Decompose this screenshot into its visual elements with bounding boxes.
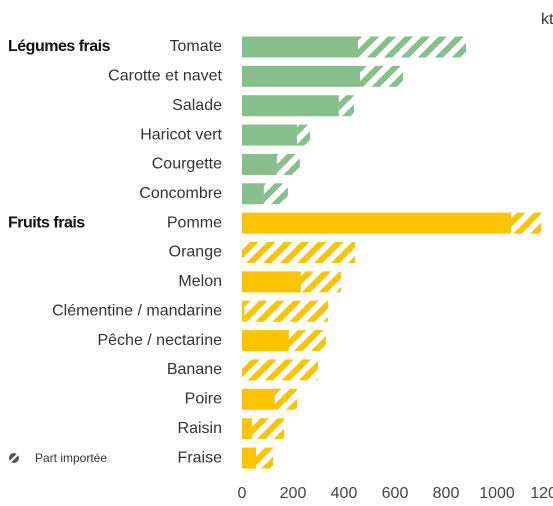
- category-label: Poire: [185, 391, 222, 408]
- bar-imported: [300, 271, 341, 293]
- category-label: Fraise: [178, 449, 223, 466]
- unit-label: kt: [541, 11, 553, 28]
- bar-imported: [276, 153, 300, 175]
- category-label: Clémentine / mandarine: [52, 302, 222, 319]
- bar-domestic: [242, 447, 257, 469]
- category-label: Melon: [178, 273, 222, 290]
- bar-imported: [297, 124, 311, 146]
- bar-domestic: [242, 212, 512, 234]
- bar-domestic: [242, 124, 298, 146]
- bar-domestic: [242, 65, 361, 87]
- legend-label: Part importée: [35, 451, 107, 465]
- bar-domestic: [242, 330, 289, 352]
- bar-imported: [256, 447, 274, 469]
- category-label: Concombre: [139, 185, 222, 202]
- legend-icon-stripe: [9, 453, 19, 463]
- bar-imported: [288, 330, 326, 352]
- category-label: Banane: [167, 361, 222, 378]
- bar-imported: [242, 242, 355, 264]
- category-label: Orange: [169, 244, 222, 261]
- bar-domestic: [242, 183, 264, 205]
- x-tick-label: 600: [382, 485, 409, 502]
- bar-domestic: [242, 271, 301, 293]
- bar-domestic: [242, 418, 252, 440]
- category-label: Pêche / nectarine: [97, 332, 222, 349]
- bar-imported: [338, 95, 354, 117]
- category-label: Pomme: [167, 214, 222, 231]
- bar-domestic: [242, 36, 359, 58]
- category-label: Haricot vert: [140, 126, 222, 143]
- x-tick-label: 200: [280, 485, 307, 502]
- x-tick-label: 400: [331, 485, 358, 502]
- bar-imported: [274, 388, 298, 410]
- bar-imported: [263, 183, 288, 205]
- bar-imported: [242, 359, 318, 381]
- category-label: Raisin: [178, 420, 222, 437]
- x-tick-label: 800: [433, 485, 460, 502]
- bar-imported: [360, 65, 403, 87]
- bar-domestic: [242, 300, 245, 322]
- x-tick-label: 1000: [479, 485, 515, 502]
- category-label: Courgette: [152, 156, 222, 173]
- bar-domestic: [242, 95, 339, 117]
- category-label: Tomate: [170, 38, 223, 55]
- bar-domestic: [242, 388, 275, 410]
- bar-imported: [511, 212, 542, 234]
- legend: Part importée: [9, 451, 107, 465]
- group-label: Fruits frais: [8, 214, 85, 231]
- bar-imported: [358, 36, 467, 58]
- x-tick-label: 0: [238, 485, 247, 502]
- category-label: Salade: [172, 97, 222, 114]
- x-tick-label: 1200: [530, 485, 553, 502]
- category-label: Carotte et navet: [108, 68, 222, 85]
- bar-imported: [244, 300, 328, 322]
- group-label: Légumes frais: [8, 38, 111, 55]
- bar-imported: [251, 418, 285, 440]
- bar-domestic: [242, 153, 277, 175]
